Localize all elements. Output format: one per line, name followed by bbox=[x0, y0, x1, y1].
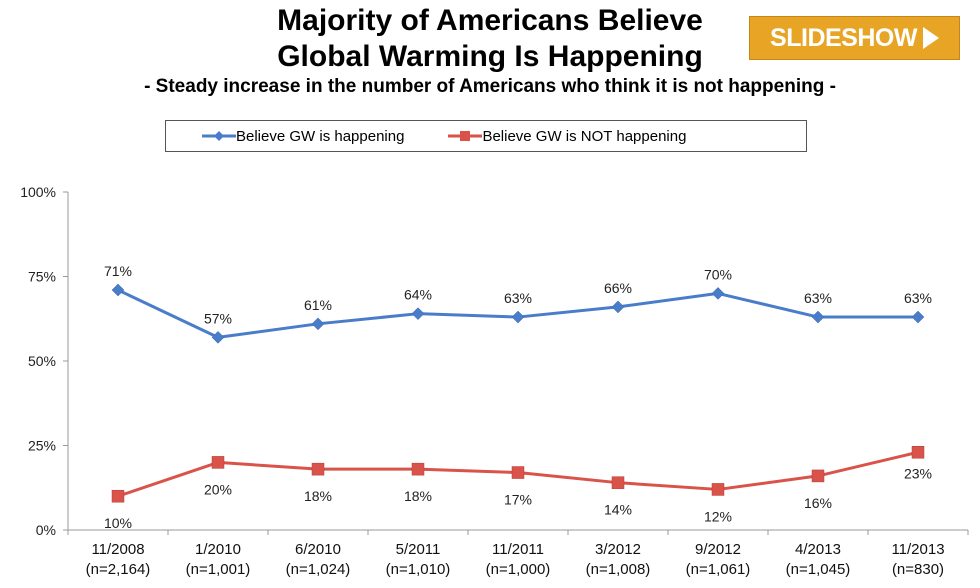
data-label: 64% bbox=[404, 287, 432, 303]
x-tick-sample-size: (n=1,010) bbox=[386, 561, 451, 578]
y-tick-label: 75% bbox=[28, 269, 56, 285]
x-tick-sample-size: (n=1,045) bbox=[786, 561, 851, 578]
data-label: 12% bbox=[704, 508, 732, 524]
data-label: 66% bbox=[604, 280, 632, 296]
data-point-not-happening bbox=[911, 446, 925, 459]
x-tick-label: 11/2008 bbox=[91, 541, 144, 558]
data-label: 61% bbox=[304, 297, 332, 313]
data-point-happening bbox=[911, 310, 925, 324]
data-point-not-happening bbox=[411, 462, 425, 476]
data-point-happening bbox=[511, 310, 525, 324]
data-point-happening bbox=[211, 330, 225, 344]
data-point-happening bbox=[311, 317, 325, 331]
data-point-happening bbox=[711, 287, 725, 300]
data-label: 63% bbox=[904, 290, 932, 306]
data-label: 71% bbox=[104, 263, 132, 279]
chart-legend: Believe GW is happening Believe GW is NO… bbox=[165, 120, 807, 152]
data-point-not-happening bbox=[611, 476, 625, 489]
x-tick-label: 5/2011 bbox=[396, 541, 441, 558]
x-tick-sample-size: (n=1,000) bbox=[486, 561, 551, 578]
data-label: 18% bbox=[304, 488, 332, 504]
legend-label-happening: Believe GW is happening bbox=[236, 127, 405, 145]
slideshow-label: SLIDESHOW bbox=[770, 23, 917, 52]
x-tick-label: 11/2013 bbox=[891, 541, 944, 558]
data-point-happening bbox=[611, 300, 625, 314]
legend-item-not-happening: Believe GW is NOT happening bbox=[448, 128, 686, 145]
data-label: 57% bbox=[204, 310, 232, 326]
chart-title-line-1: Majority of Americans Believe bbox=[277, 4, 703, 37]
data-point-not-happening bbox=[311, 462, 325, 476]
x-tick-sample-size: (n=1,001) bbox=[186, 561, 251, 578]
x-tick-label: 4/2013 bbox=[795, 541, 841, 558]
data-point-not-happening bbox=[711, 483, 725, 496]
data-label: 17% bbox=[504, 492, 532, 508]
x-tick-sample-size: (n=1,061) bbox=[686, 561, 751, 578]
data-label: 70% bbox=[704, 266, 732, 282]
y-tick-label: 100% bbox=[20, 184, 56, 200]
x-tick-label: 1/2010 bbox=[195, 541, 241, 558]
legend-marker-square-icon bbox=[448, 131, 483, 141]
legend-marker-diamond-icon bbox=[202, 131, 236, 141]
data-label: 18% bbox=[404, 488, 432, 504]
slideshow-button[interactable]: SLIDESHOW bbox=[749, 16, 960, 60]
x-tick-sample-size: (n=830) bbox=[892, 561, 944, 578]
x-tick-label: 3/2012 bbox=[595, 541, 641, 558]
legend-item-happening: Believe GW is happening bbox=[202, 128, 404, 145]
data-label: 23% bbox=[904, 465, 932, 481]
x-tick-label: 6/2010 bbox=[295, 541, 341, 558]
data-point-not-happening bbox=[111, 489, 125, 503]
data-point-happening bbox=[111, 283, 125, 297]
x-tick-label: 11/2011 bbox=[492, 541, 544, 558]
data-label: 63% bbox=[504, 290, 532, 306]
x-tick-label: 9/2012 bbox=[695, 541, 741, 558]
y-tick-label: 25% bbox=[28, 438, 56, 454]
chart-subtitle: - Steady increase in the number of Ameri… bbox=[144, 76, 836, 97]
x-tick-sample-size: (n=1,008) bbox=[586, 561, 651, 578]
data-point-happening bbox=[411, 307, 425, 321]
data-label: 20% bbox=[204, 481, 232, 497]
y-tick-label: 50% bbox=[28, 353, 56, 369]
data-label: 16% bbox=[804, 495, 832, 511]
data-point-happening bbox=[811, 310, 825, 324]
x-tick-sample-size: (n=1,024) bbox=[286, 561, 351, 578]
y-tick-label: 0% bbox=[36, 522, 56, 538]
data-label: 10% bbox=[104, 515, 132, 531]
data-point-not-happening bbox=[511, 466, 525, 479]
data-label: 63% bbox=[804, 290, 832, 306]
play-icon bbox=[922, 27, 939, 49]
data-label: 14% bbox=[604, 502, 632, 518]
data-point-not-happening bbox=[211, 456, 225, 469]
x-tick-sample-size: (n=2,164) bbox=[86, 561, 151, 578]
legend-label-not-happening: Believe GW is NOT happening bbox=[482, 127, 687, 145]
data-point-not-happening bbox=[811, 469, 825, 483]
chart-title-line-2: Global Warming Is Happening bbox=[277, 40, 703, 73]
